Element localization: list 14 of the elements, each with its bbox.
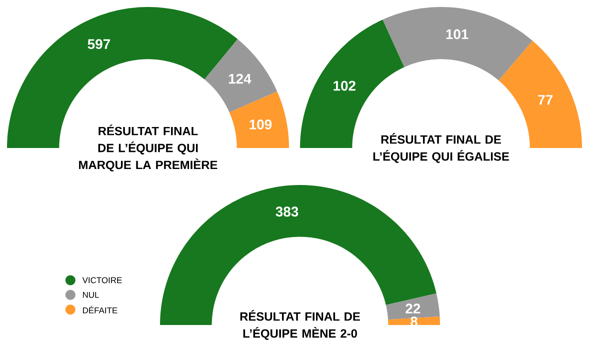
text: RÉSULTAT FINAL DE L’ÉQUIPE MÈNE 2-0 bbox=[240, 310, 360, 340]
legend-label: VICTOIRE bbox=[82, 277, 122, 284]
text: RÉSULTAT FINAL DE L’ÉQUIPE QUI MARQUE LA PREMIÈRE bbox=[79, 124, 218, 172]
legend-label: NUL bbox=[83, 292, 99, 298]
data-label: 383 bbox=[276, 206, 298, 217]
text: RÉSULTAT FINAL DE L’ÉQUIPE QUI ÉGALISE bbox=[373, 133, 509, 163]
data-label: 124 bbox=[228, 74, 252, 84]
data-label: 77 bbox=[538, 95, 553, 105]
legend-label: DÉFAITE bbox=[83, 306, 118, 314]
data-label: 102 bbox=[334, 80, 356, 91]
data-label: 22 bbox=[406, 304, 420, 314]
data-label: 597 bbox=[88, 39, 110, 50]
data-label: 109 bbox=[250, 120, 272, 130]
data-label: 101 bbox=[446, 29, 468, 40]
